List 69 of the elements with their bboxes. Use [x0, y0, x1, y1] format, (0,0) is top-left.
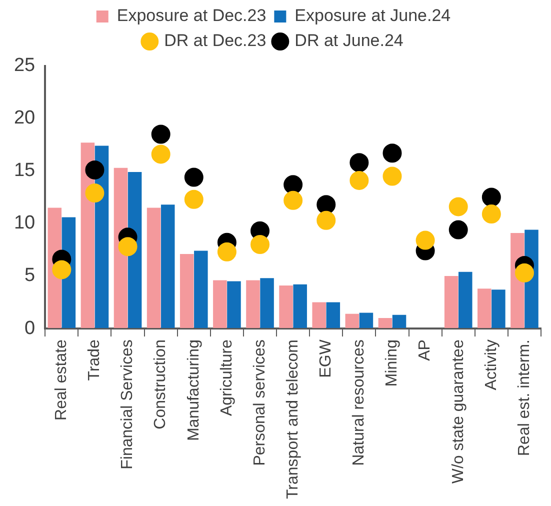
point — [217, 242, 236, 262]
point — [151, 144, 170, 164]
point — [316, 195, 336, 214]
bar — [345, 314, 360, 328]
y-tick-label: 20 — [14, 108, 36, 129]
legend-label: DR at June.24 — [294, 31, 404, 50]
bar — [444, 276, 458, 328]
bar — [279, 285, 293, 328]
bar — [392, 314, 406, 328]
bar — [260, 278, 274, 328]
x-tick-label: Real est. interm. — [516, 340, 533, 456]
x-tick-label: Construction — [152, 340, 170, 430]
point — [52, 260, 72, 280]
point — [482, 188, 501, 207]
x-tick-label: Agriculture — [218, 339, 236, 416]
bar — [146, 208, 161, 328]
x-tick-label: Activity — [482, 340, 500, 390]
x-tick-label: Mining — [384, 340, 401, 387]
x-tick-label: Natural resources — [350, 340, 368, 466]
bar — [492, 290, 506, 328]
y-tick-label: 15 — [14, 160, 36, 182]
x-tick-label: Manufacturing — [185, 340, 202, 441]
point — [151, 124, 170, 144]
point — [482, 204, 501, 224]
point — [250, 235, 270, 254]
point — [184, 190, 204, 209]
point — [85, 160, 104, 180]
x-tick-label: AP — [416, 340, 434, 361]
x-tick-label: Financial Services — [119, 340, 136, 470]
point — [416, 230, 435, 250]
point — [118, 237, 138, 256]
bar — [478, 288, 492, 328]
bar — [378, 318, 392, 328]
bar — [194, 250, 208, 328]
bar — [180, 254, 194, 328]
point — [284, 190, 303, 210]
point — [85, 184, 104, 203]
bar — [227, 281, 241, 328]
bar — [458, 272, 472, 328]
x-tick-label: Real estate — [53, 339, 70, 420]
x-tick-label: W/o state guarantee — [450, 339, 467, 484]
point — [448, 220, 468, 240]
y-tick-label: 25 — [14, 55, 36, 76]
point — [382, 144, 402, 163]
point — [514, 263, 534, 282]
x-tick-label: Transport and telecom — [284, 340, 302, 499]
bar — [326, 302, 340, 328]
bar — [246, 280, 260, 328]
bar — [293, 284, 307, 328]
bar — [359, 312, 374, 328]
point — [350, 153, 369, 172]
point — [316, 210, 336, 230]
x-tick-label: Personal services — [251, 340, 268, 466]
point — [350, 170, 369, 190]
y-tick-label: 5 — [24, 265, 36, 286]
point — [448, 197, 468, 216]
legend-label: Exposure at June.24 — [294, 6, 451, 26]
point — [284, 175, 303, 194]
legend-label: DR at Dec.23 — [164, 31, 266, 50]
x-tick-label: EGW — [318, 338, 335, 378]
bar — [312, 302, 326, 328]
bar — [160, 204, 175, 328]
point — [184, 168, 204, 187]
bar — [213, 280, 227, 328]
x-tick-label: Trade — [86, 339, 104, 381]
y-tick-label: 10 — [14, 212, 36, 234]
y-tick-label: 0 — [24, 318, 36, 339]
legend-label: Exposure at Dec.23 — [116, 6, 266, 26]
point — [382, 166, 402, 186]
